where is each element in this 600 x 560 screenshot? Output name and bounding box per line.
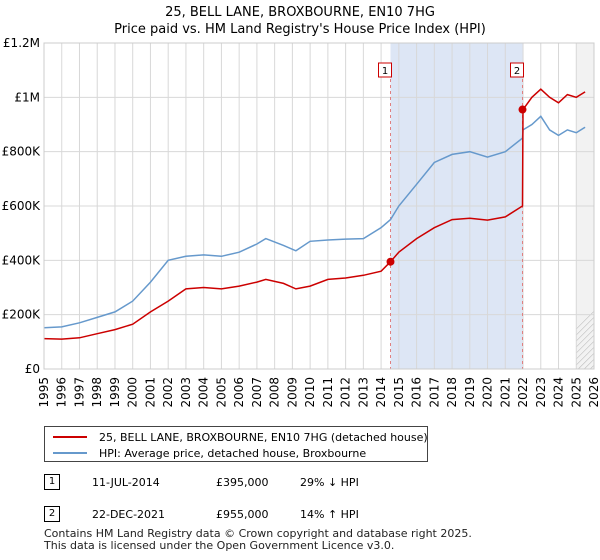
sale-number: 2 [44, 506, 60, 522]
legend-item-property: 25, BELL LANE, BROXBOURNE, EN10 7HG (det… [53, 429, 428, 445]
x-tick-label: 2016 [410, 377, 424, 408]
price-chart: 25, BELL LANE, BROXBOURNE, EN10 7HG Pric… [2, 5, 600, 408]
y-tick-label: £1M [14, 90, 40, 104]
sale-hpi-diff: 14% ↑ HPI [300, 508, 359, 521]
x-tick-label: 2020 [481, 377, 495, 408]
y-tick-label: £400K [2, 253, 42, 267]
sale-row-1: 1 11-JUL-2014 £395,000 29% ↓ HPI [44, 474, 464, 492]
legend-property-swatch [53, 436, 87, 438]
sale-date: 11-JUL-2014 [92, 476, 160, 489]
x-tick-label: 2003 [179, 377, 193, 408]
x-tick-label: 2000 [126, 377, 140, 408]
chart-title: 25, BELL LANE, BROXBOURNE, EN10 7HG [165, 5, 435, 20]
y-tick-label: £0 [25, 362, 40, 376]
x-tick-label: 2014 [374, 377, 388, 408]
footer: Contains HM Land Registry data © Crown c… [44, 528, 472, 552]
hpi-series-line [43, 115, 586, 329]
x-tick-label: 2025 [569, 377, 583, 408]
x-tick-label: 1998 [90, 377, 104, 408]
sale-date: 22-DEC-2021 [92, 508, 166, 521]
x-tick-label: 2026 [587, 377, 600, 408]
sale-price: £395,000 [216, 476, 269, 489]
hatch-line [596, 43, 600, 369]
legend: 25, BELL LANE, BROXBOURNE, EN10 7HG (det… [44, 426, 428, 462]
sale-marker-label: 1 [382, 66, 388, 77]
sale-point [518, 105, 527, 114]
sale-row-2: 2 22-DEC-2021 £955,000 14% ↑ HPI [44, 506, 464, 524]
legend-property-label: 25, BELL LANE, BROXBOURNE, EN10 7HG (det… [99, 430, 428, 444]
x-tick-label: 2011 [321, 377, 335, 408]
x-tick-label: 2007 [250, 377, 264, 408]
sale-points [386, 105, 527, 266]
x-tick-label: 2005 [214, 377, 228, 408]
x-axis: 1995 1996 1997 1998 1999 2000 2001 2002 2003 2004… [37, 377, 600, 408]
sale-hpi-diff: 29% ↓ HPI [300, 476, 359, 489]
y-tick-label: £1.2M [3, 36, 40, 50]
legend-hpi-label: HPI: Average price, detached house, Brox… [99, 446, 367, 460]
x-tick-label: 2022 [516, 377, 530, 408]
x-tick-label: 2002 [161, 377, 175, 408]
legend-hpi-swatch [53, 452, 87, 454]
x-tick-label: 2021 [498, 377, 512, 408]
x-tick-label: 2004 [197, 377, 211, 408]
legend-item-hpi: HPI: Average price, detached house, Brox… [53, 445, 366, 461]
plot-border [43, 42, 595, 370]
x-tick-label: 2024 [552, 377, 566, 408]
x-tick-label: 2013 [356, 377, 370, 408]
y-tick-label: £200K [2, 308, 42, 322]
footer-line-1: Contains HM Land Registry data © Crown c… [44, 527, 472, 540]
chart-subtitle: Price paid vs. HM Land Registry's House … [114, 22, 486, 37]
x-tick-label: 2008 [268, 377, 282, 408]
x-tick-label: 2017 [427, 377, 441, 408]
y-tick-label: £600K [2, 199, 42, 213]
sale-marker-box [378, 62, 392, 78]
x-tick-label: 2012 [339, 377, 353, 408]
x-tick-label: 2023 [534, 377, 548, 408]
x-tick-label: 2001 [143, 377, 157, 408]
x-tick-label: 1996 [55, 377, 69, 408]
sale-number: 1 [44, 474, 60, 490]
x-tick-label: 2015 [392, 377, 406, 408]
y-axis: £0 £200K £400K £600K £800K £1M £1.2M [2, 36, 42, 376]
footer-line-2: This data is licensed under the Open Gov… [44, 539, 395, 552]
x-tick-label: 1999 [108, 377, 122, 408]
sale-marker-box [510, 62, 524, 78]
x-tick-label: 1997 [72, 377, 86, 408]
x-tick-label: 2019 [463, 377, 477, 408]
sale-point [386, 257, 395, 266]
x-tick-label: 2009 [285, 377, 299, 408]
property-series-line [43, 88, 586, 340]
x-tick-label: 2010 [303, 377, 317, 408]
y-tick-label: £800K [2, 145, 42, 159]
sale-price: £955,000 [216, 508, 269, 521]
x-tick-label: 1995 [37, 377, 51, 408]
sale-marker-label: 2 [514, 66, 520, 77]
x-tick-label: 2018 [445, 377, 459, 408]
x-tick-label: 2006 [232, 377, 246, 408]
